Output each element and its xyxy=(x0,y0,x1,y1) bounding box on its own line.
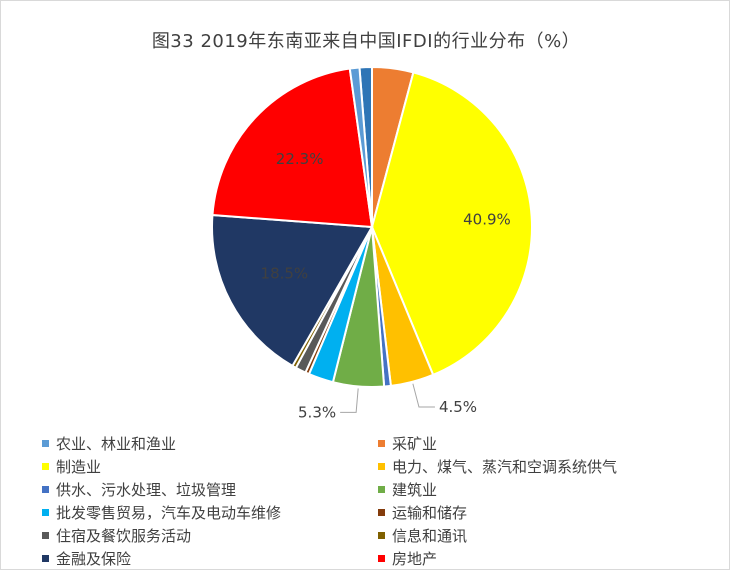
data-label-5: 5.3% xyxy=(298,403,336,421)
legend-label: 供水、污水处理、垃圾管理 xyxy=(56,480,237,499)
pie-slice-11 xyxy=(211,67,374,229)
legend-swatch xyxy=(378,508,385,516)
data-label-10: 18.5% xyxy=(261,264,309,282)
legend-item: 房地产 xyxy=(378,547,702,569)
legend-item: 采矿业 xyxy=(378,432,702,454)
legend-item: 运输和储存 xyxy=(378,501,702,523)
legend-swatch xyxy=(42,531,49,539)
legend-label: 采矿业 xyxy=(392,434,438,453)
chart-title: 图33 2019年东南亚来自中国IFDI的行业分布（%） xyxy=(151,31,581,52)
legend-item: 农业、林业和渔业 xyxy=(42,432,378,454)
legend-label: 住宿及餐饮服务活动 xyxy=(56,526,192,545)
legend-swatch xyxy=(378,554,385,562)
legend-swatch xyxy=(42,554,49,562)
data-label-11: 22.3% xyxy=(276,150,324,168)
legend-swatch xyxy=(378,462,385,470)
legend-item: 信息和通讯 xyxy=(378,524,702,546)
legend-label: 建筑业 xyxy=(392,480,438,499)
legend-label: 信息和通讯 xyxy=(392,526,468,545)
legend-swatch xyxy=(378,439,385,447)
legend-swatch xyxy=(42,439,49,447)
legend-item: 建筑业 xyxy=(378,478,702,500)
chart-legend: 农业、林业和渔业 采矿业制造业 电力、煤气、蒸汽和空调系统供气供水、污水处理、垃圾管… xyxy=(42,432,702,569)
legend-label: 房地产 xyxy=(392,549,438,568)
legend-swatch xyxy=(378,485,385,493)
data-label-2: 40.9% xyxy=(463,210,511,228)
legend-item: 住宿及餐饮服务活动 xyxy=(42,524,378,546)
legend-swatch xyxy=(42,508,49,516)
legend-item: 批发零售贸易，汽车及电动车维修 xyxy=(42,501,378,523)
legend-swatch xyxy=(378,531,385,539)
legend-item: 制造业 xyxy=(42,455,378,477)
legend-item: 金融及保险 xyxy=(42,547,378,569)
legend-label: 金融及保险 xyxy=(56,549,132,568)
pie-slice-0 xyxy=(348,66,373,228)
legend-label: 农业、林业和渔业 xyxy=(56,434,177,453)
legend-item: 电力、煤气、蒸汽和空调系统供气 xyxy=(378,455,702,477)
leader-line-5 xyxy=(340,388,359,413)
legend-label: 运输和储存 xyxy=(392,503,468,522)
pie-slice-10 xyxy=(211,213,374,368)
leader-line-3 xyxy=(412,383,435,408)
legend-label: 制造业 xyxy=(56,457,102,476)
legend-label: 批发零售贸易，汽车及电动车维修 xyxy=(56,503,282,522)
legend-swatch xyxy=(42,485,49,493)
pie-slice-2 xyxy=(370,71,533,377)
legend-swatch xyxy=(42,462,49,470)
legend-item: 供水、污水处理、垃圾管理 xyxy=(42,478,378,500)
data-label-3: 4.5% xyxy=(439,398,477,416)
legend-label: 电力、煤气、蒸汽和空调系统供气 xyxy=(392,457,618,476)
